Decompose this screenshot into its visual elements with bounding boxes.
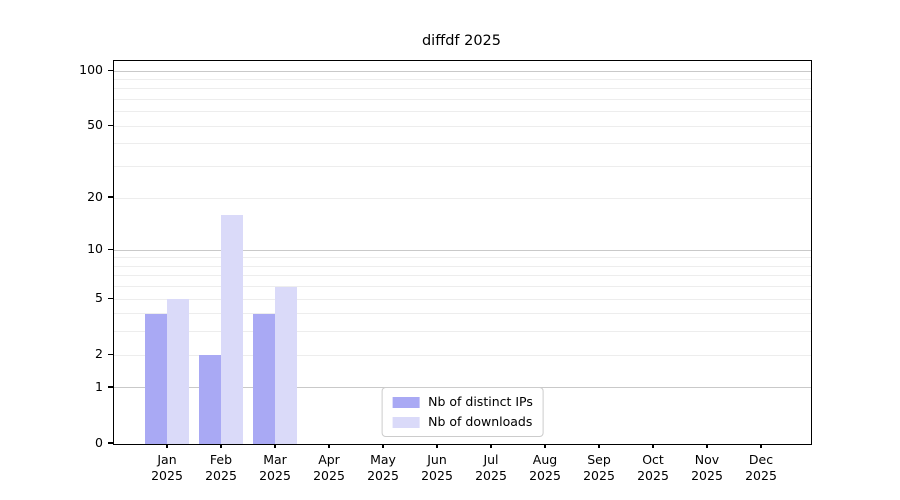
minor-gridline <box>114 88 811 90</box>
x-tick-month: Nov <box>694 452 720 467</box>
x-tick-year: 2025 <box>529 467 561 483</box>
minor-gridline <box>114 331 811 333</box>
y-tick-label: 50 <box>87 117 103 133</box>
x-tick-label: Dec 2025 <box>731 452 791 483</box>
x-tick-year: 2025 <box>745 467 777 483</box>
x-tick-label: Jan 2025 <box>137 452 197 483</box>
x-tick-mark <box>544 444 546 448</box>
x-tick-label: Sep 2025 <box>569 452 629 483</box>
y-tick-mark <box>108 69 113 71</box>
y-tick-mark <box>108 124 113 126</box>
major-gridline <box>114 249 811 251</box>
bar-distinct-ips-mar <box>253 313 275 444</box>
minor-gridline <box>114 99 811 101</box>
x-tick-year: 2025 <box>151 467 183 483</box>
x-tick-month: Jan <box>157 452 177 467</box>
x-tick-label: Feb 2025 <box>191 452 251 483</box>
legend-item-distinct-ips: Nb of distinct IPs <box>392 395 533 409</box>
minor-gridline <box>114 79 811 81</box>
x-tick-month: May <box>370 452 396 467</box>
minor-gridline <box>114 275 811 277</box>
bar-downloads-jan <box>167 299 189 444</box>
x-tick-year: 2025 <box>637 467 669 483</box>
minor-gridline <box>114 166 811 168</box>
minor-gridline <box>114 286 811 288</box>
minor-gridline <box>114 298 811 300</box>
legend-label-downloads: Nb of downloads <box>428 414 533 429</box>
legend-item-downloads: Nb of downloads <box>392 415 533 429</box>
x-tick-year: 2025 <box>691 467 723 483</box>
minor-gridline <box>114 313 811 315</box>
x-tick-year: 2025 <box>259 467 291 483</box>
y-tick-mark <box>108 196 113 198</box>
y-tick-mark <box>108 297 113 299</box>
minor-gridline <box>114 143 811 145</box>
y-tick-label: 10 <box>87 241 103 257</box>
x-tick-month: Jul <box>483 452 499 467</box>
x-tick-label: Jul 2025 <box>461 452 521 483</box>
legend: Nb of distinct IPs Nb of downloads <box>381 387 544 437</box>
x-tick-label: Jun 2025 <box>407 452 467 483</box>
bar-downloads-mar <box>275 286 297 444</box>
legend-label-distinct-ips: Nb of distinct IPs <box>428 394 533 409</box>
x-tick-month: Oct <box>642 452 664 467</box>
x-tick-label: Apr 2025 <box>299 452 359 483</box>
x-tick-mark <box>220 444 222 448</box>
x-tick-mark <box>598 444 600 448</box>
x-tick-year: 2025 <box>367 467 399 483</box>
minor-gridline <box>114 125 811 127</box>
legend-swatch-distinct-ips <box>392 396 420 408</box>
x-tick-label: Nov 2025 <box>677 452 737 483</box>
bar-distinct-ips-jan <box>145 313 167 444</box>
x-tick-month: Apr <box>318 452 340 467</box>
x-tick-mark <box>652 444 654 448</box>
x-tick-mark <box>274 444 276 448</box>
x-tick-label: Oct 2025 <box>623 452 683 483</box>
minor-gridline <box>114 111 811 113</box>
x-tick-month: Aug <box>532 452 558 467</box>
y-tick-label: 100 <box>79 62 103 78</box>
x-tick-mark <box>760 444 762 448</box>
x-tick-mark <box>436 444 438 448</box>
bar-downloads-feb <box>221 215 243 444</box>
major-gridline <box>114 70 811 72</box>
chart-title: diffdf 2025 <box>421 33 502 49</box>
x-tick-mark <box>382 444 384 448</box>
x-tick-year: 2025 <box>313 467 345 483</box>
x-tick-mark <box>328 444 330 448</box>
y-tick-mark <box>108 353 113 355</box>
x-tick-year: 2025 <box>583 467 615 483</box>
x-tick-year: 2025 <box>421 467 453 483</box>
y-tick-label: 5 <box>95 290 103 306</box>
y-tick-label: 2 <box>95 346 103 362</box>
legend-swatch-downloads <box>392 416 420 428</box>
x-tick-label: Mar 2025 <box>245 452 305 483</box>
x-tick-month: Jun <box>427 452 447 467</box>
x-tick-mark <box>490 444 492 448</box>
y-tick-label: 1 <box>95 378 103 394</box>
x-tick-month: Dec <box>748 452 774 467</box>
x-tick-mark <box>706 444 708 448</box>
x-tick-label: May 2025 <box>353 452 413 483</box>
y-tick-label: 0 <box>95 435 103 450</box>
minor-gridline <box>114 265 811 267</box>
x-tick-month: Feb <box>209 452 233 467</box>
x-tick-year: 2025 <box>475 467 507 483</box>
y-tick-mark <box>108 442 113 444</box>
x-tick-label: Aug 2025 <box>515 452 575 483</box>
plot-area: Nb of distinct IPs Nb of downloads <box>113 60 812 445</box>
y-tick-mark <box>108 248 113 250</box>
y-tick-mark <box>108 386 113 388</box>
y-tick-label: 20 <box>87 189 103 205</box>
minor-gridline <box>114 197 811 199</box>
x-tick-year: 2025 <box>205 467 237 483</box>
x-tick-month: Sep <box>587 452 611 467</box>
minor-gridline <box>114 257 811 259</box>
x-tick-mark <box>166 444 168 448</box>
x-tick-month: Mar <box>263 452 287 467</box>
bar-distinct-ips-feb <box>199 355 221 444</box>
